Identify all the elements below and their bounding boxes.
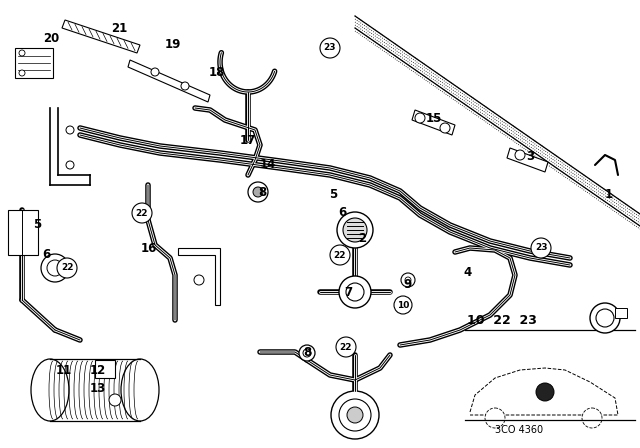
Circle shape [66,161,74,169]
Circle shape [303,349,311,357]
Circle shape [515,150,525,160]
Circle shape [590,303,620,333]
Text: 14: 14 [260,159,276,172]
Circle shape [19,50,25,56]
Circle shape [181,82,189,90]
Circle shape [401,273,415,287]
Circle shape [343,218,367,242]
Text: 10: 10 [397,301,409,310]
Ellipse shape [121,359,159,421]
Circle shape [415,113,425,123]
Text: 7: 7 [344,287,352,300]
Text: 17: 17 [240,134,256,146]
Circle shape [346,283,364,301]
Circle shape [582,408,602,428]
Circle shape [440,123,450,133]
Circle shape [485,408,505,428]
Text: 3: 3 [526,151,534,164]
Text: 23: 23 [324,43,336,52]
Circle shape [19,70,25,76]
Text: 8: 8 [258,185,266,198]
Circle shape [337,212,373,248]
Polygon shape [178,248,220,305]
Circle shape [299,345,315,361]
Circle shape [248,182,268,202]
Text: 18: 18 [209,65,225,78]
Text: 11: 11 [56,363,72,376]
Text: 16: 16 [141,242,157,255]
Text: 3CO 4360: 3CO 4360 [495,425,543,435]
FancyBboxPatch shape [615,308,627,318]
Circle shape [253,187,263,197]
Polygon shape [62,20,140,53]
Circle shape [151,68,159,76]
Circle shape [109,394,121,406]
Text: 2: 2 [358,232,366,245]
FancyBboxPatch shape [15,48,53,78]
Text: 21: 21 [111,22,127,34]
Circle shape [531,238,551,258]
Circle shape [405,277,411,283]
Circle shape [132,203,152,223]
Polygon shape [128,60,210,102]
Circle shape [339,276,371,308]
Text: 22: 22 [333,250,346,259]
Circle shape [66,126,74,134]
Circle shape [194,275,204,285]
Text: 20: 20 [43,31,59,44]
Text: 12: 12 [90,363,106,376]
Circle shape [347,407,363,423]
FancyBboxPatch shape [8,210,38,255]
Circle shape [339,399,371,431]
Circle shape [320,38,340,58]
Text: 6: 6 [338,206,346,219]
Text: 19: 19 [165,39,181,52]
Text: 4: 4 [464,266,472,279]
Circle shape [47,260,63,276]
Polygon shape [507,148,548,172]
Text: 5: 5 [33,219,41,232]
Circle shape [536,383,554,401]
FancyBboxPatch shape [95,360,115,378]
Text: 8: 8 [303,346,311,359]
Text: 23: 23 [535,244,547,253]
Text: 22: 22 [340,343,352,352]
Text: 10  22  23: 10 22 23 [467,314,537,327]
Text: 13: 13 [90,382,106,395]
Circle shape [331,391,379,439]
Circle shape [330,245,350,265]
Text: 22: 22 [61,263,73,272]
Circle shape [596,309,614,327]
Ellipse shape [31,359,69,421]
Circle shape [336,337,356,357]
Text: 9: 9 [404,277,412,290]
Text: 1: 1 [605,189,613,202]
Polygon shape [412,110,455,135]
Text: 5: 5 [329,189,337,202]
Text: 15: 15 [426,112,442,125]
Text: 22: 22 [136,208,148,217]
Text: 6: 6 [42,249,50,262]
Circle shape [57,258,77,278]
Circle shape [394,296,412,314]
Circle shape [41,254,69,282]
